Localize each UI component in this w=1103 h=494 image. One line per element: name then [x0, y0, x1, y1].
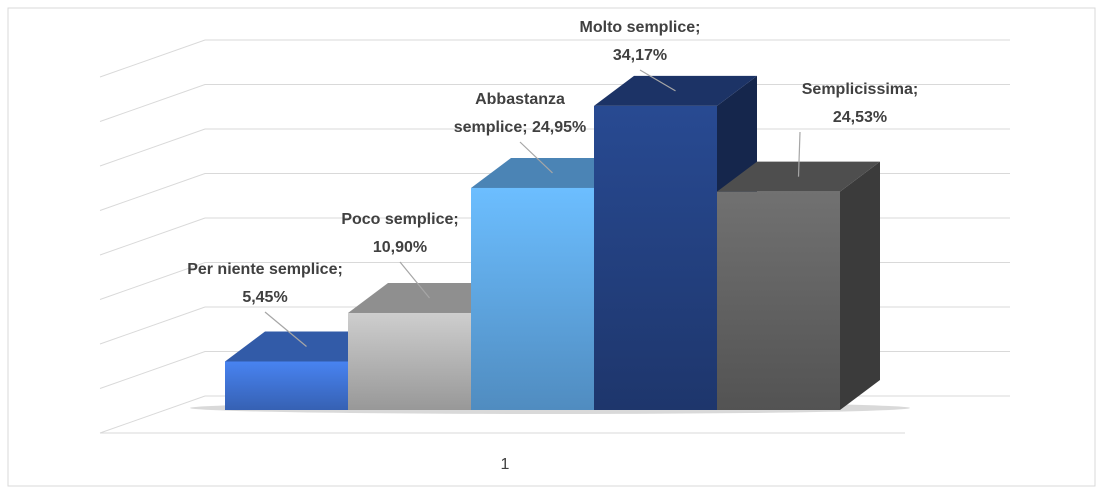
data-label: Molto semplice; — [580, 19, 701, 36]
bar-front — [225, 361, 348, 410]
data-label: 34,17% — [613, 47, 667, 64]
leader-line — [399, 261, 430, 299]
data-label: 24,53% — [833, 109, 887, 126]
leader-line — [519, 141, 553, 174]
data-label: semplice; 24,95% — [454, 119, 587, 136]
bar-front — [594, 105, 717, 411]
data-label: Semplicissima; — [802, 81, 919, 98]
leader-line — [264, 311, 307, 347]
bar-front — [348, 312, 471, 410]
data-label: Per niente semplice; — [187, 261, 343, 278]
bar-front — [717, 191, 840, 410]
data-label: 10,90% — [373, 239, 427, 256]
leader-line — [797, 131, 801, 177]
bar-front — [471, 187, 594, 410]
leader-line — [639, 69, 676, 92]
bar — [717, 161, 880, 410]
data-label: 5,45% — [242, 289, 287, 306]
grid-line — [99, 39, 1010, 78]
data-label: Abbastanza — [475, 91, 565, 108]
data-label: Poco semplice; — [341, 211, 458, 228]
x-tick-label: 1 — [501, 456, 510, 473]
bar-side — [840, 161, 880, 410]
